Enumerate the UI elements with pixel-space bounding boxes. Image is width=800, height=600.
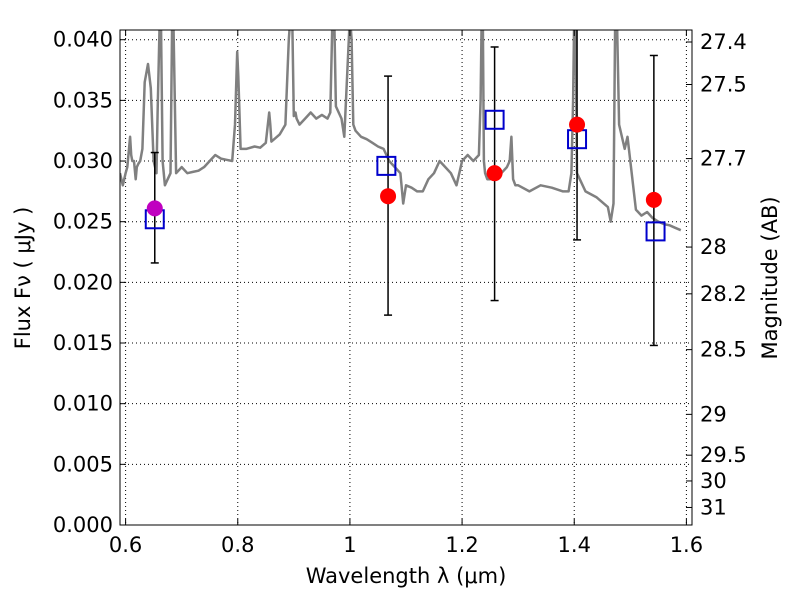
x-tick-label: 0.6 (109, 533, 142, 557)
observed-point (645, 191, 662, 208)
x-tick-label: 1.4 (558, 533, 591, 557)
magnitude-tick-label: 28 (700, 235, 727, 259)
y-tick-label: 0.030 (53, 149, 113, 173)
magnitude-tick-label: 29 (700, 402, 727, 426)
magnitude-tick-label: 27.4 (700, 30, 747, 54)
y-tick-label: 0.040 (53, 28, 113, 52)
magnitude-tick-label: 27.5 (700, 73, 747, 97)
magnitude-tick-label: 30 (700, 469, 727, 493)
y-tick-label: 0.020 (53, 270, 113, 294)
y-tick-label: 0.015 (53, 331, 113, 355)
observed-point-highlight (146, 200, 163, 217)
y-axis: 0.000 0.005 0.010 0.015 0.020 0.025 0.030 0.035… (53, 28, 126, 537)
observed-point (569, 116, 586, 133)
magnitude-tick-label: 29.5 (700, 443, 747, 467)
y-tick-label: 0.035 (53, 88, 113, 112)
model-points-layer (144, 109, 666, 242)
y-tick-label: 0.005 (53, 452, 113, 476)
x-tick-label: 0.8 (221, 533, 254, 557)
y-tick-label: 0.025 (53, 210, 113, 234)
model-point (484, 109, 505, 130)
magnitude-tick-label: 27.7 (700, 147, 747, 171)
plot-frame (119, 29, 693, 526)
model-point (376, 155, 397, 176)
observed-point (380, 188, 397, 205)
magnitude-axis-label: Magnitude (AB) (758, 196, 782, 359)
observed-point (486, 165, 503, 182)
magnitude-tick-label: 31 (700, 495, 727, 519)
x-tick-label: 1.2 (445, 533, 478, 557)
x-tick-label: 1 (343, 533, 356, 557)
magnitude-tick-label: 28.5 (700, 338, 747, 362)
y-axis-label: Flux Fν ( μJy ) (11, 207, 35, 350)
x-axis: 0.6 0.8 1 1.2 1.4 1.6 (109, 30, 703, 557)
model-point (645, 221, 666, 242)
observed-points-layer (146, 116, 662, 217)
magnitude-tick-label: 28.2 (700, 282, 747, 306)
y-tick-label: 0.000 (53, 513, 113, 537)
x-axis-label: Wavelength λ (μm) (306, 564, 507, 588)
x-tick-label: 1.6 (670, 533, 703, 557)
y-tick-label: 0.010 (53, 392, 113, 416)
